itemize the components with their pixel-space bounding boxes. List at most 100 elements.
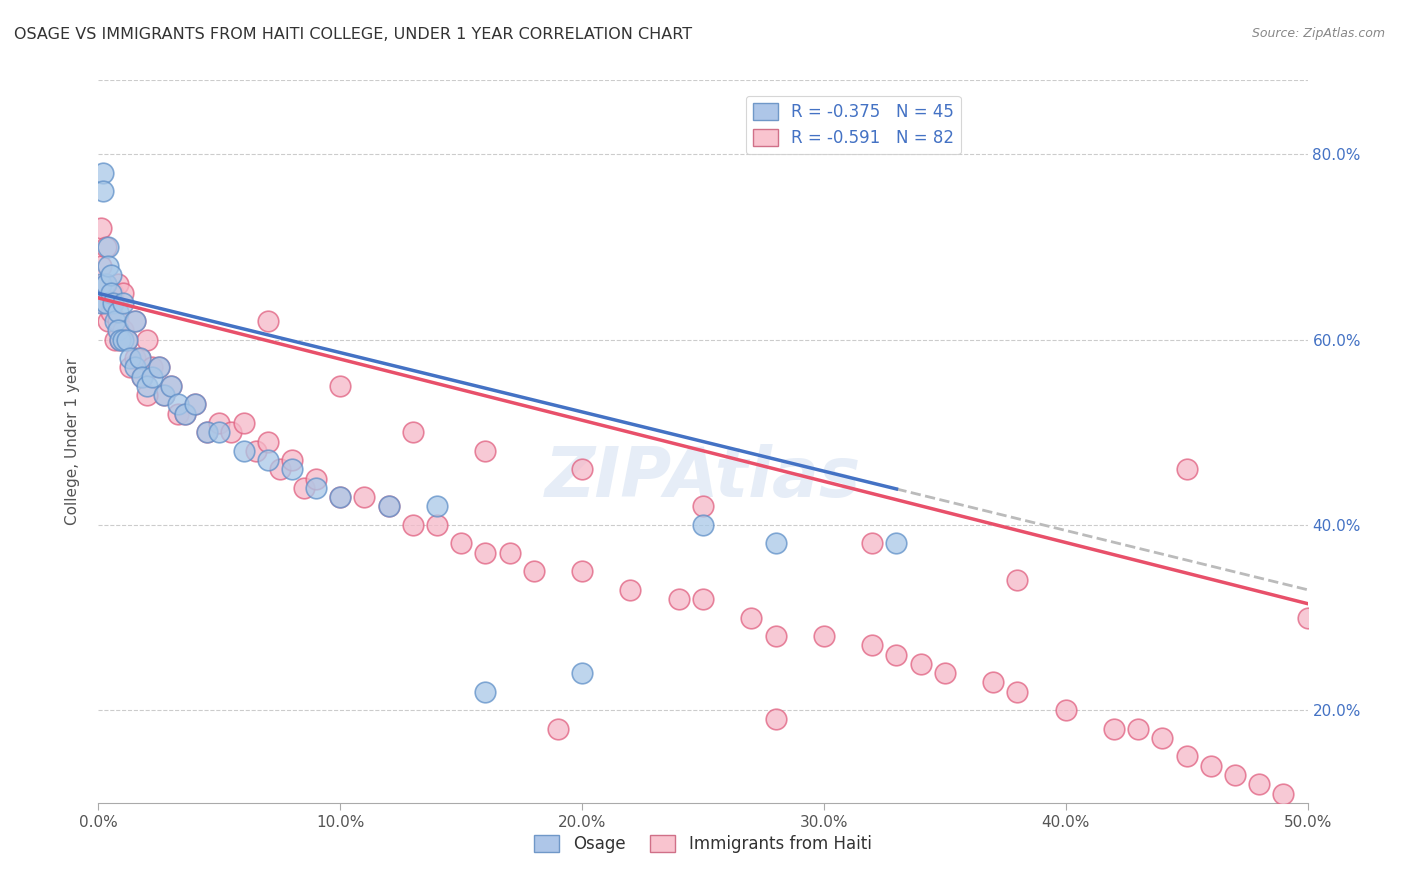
- Point: [1152, 731, 1174, 745]
- Point: [107, 314, 129, 328]
- Point: [619, 582, 641, 597]
- Point: [111, 295, 134, 310]
- Point: [160, 379, 183, 393]
- Point: [426, 500, 449, 514]
- Point: [668, 592, 690, 607]
- Point: [100, 268, 122, 282]
- Point: [174, 407, 197, 421]
- Point: [886, 648, 908, 662]
- Point: [117, 333, 139, 347]
- Point: [100, 305, 122, 319]
- Point: [232, 416, 254, 430]
- Point: [765, 713, 787, 727]
- Point: [256, 434, 278, 449]
- Point: [402, 425, 425, 440]
- Point: [124, 314, 146, 328]
- Point: [128, 351, 150, 366]
- Point: [111, 333, 134, 347]
- Point: [94, 240, 117, 254]
- Point: [135, 333, 157, 347]
- Point: [1128, 722, 1150, 736]
- Point: [860, 638, 883, 652]
- Point: [108, 333, 131, 347]
- Point: [107, 277, 129, 291]
- Point: [692, 517, 714, 532]
- Point: [523, 564, 546, 578]
- Point: [377, 500, 399, 514]
- Point: [152, 388, 174, 402]
- Point: [474, 684, 496, 698]
- Point: [571, 666, 593, 681]
- Point: [353, 490, 375, 504]
- Point: [90, 259, 112, 273]
- Point: [91, 166, 114, 180]
- Point: [108, 333, 131, 347]
- Point: [329, 490, 352, 504]
- Point: [377, 500, 399, 514]
- Point: [765, 536, 787, 550]
- Point: [1007, 684, 1029, 698]
- Point: [1272, 787, 1295, 801]
- Point: [152, 388, 174, 402]
- Point: [195, 425, 218, 440]
- Point: [167, 407, 190, 421]
- Point: [111, 323, 134, 337]
- Point: [232, 443, 254, 458]
- Point: [281, 462, 304, 476]
- Point: [101, 295, 124, 310]
- Point: [160, 379, 183, 393]
- Point: [94, 295, 117, 310]
- Point: [100, 286, 122, 301]
- Point: [97, 314, 120, 328]
- Point: [184, 397, 207, 411]
- Point: [135, 379, 157, 393]
- Point: [221, 425, 243, 440]
- Point: [256, 314, 278, 328]
- Point: [269, 462, 291, 476]
- Point: [765, 629, 787, 643]
- Point: [141, 360, 163, 375]
- Point: [167, 397, 190, 411]
- Point: [305, 472, 328, 486]
- Point: [1296, 610, 1319, 624]
- Point: [195, 425, 218, 440]
- Point: [148, 360, 170, 375]
- Point: [1223, 768, 1246, 782]
- Point: [740, 610, 762, 624]
- Point: [118, 360, 141, 375]
- Point: [450, 536, 472, 550]
- Point: [692, 592, 714, 607]
- Point: [1102, 722, 1125, 736]
- Point: [111, 286, 134, 301]
- Point: [97, 259, 120, 273]
- Point: [94, 277, 117, 291]
- Point: [305, 481, 328, 495]
- Point: [426, 517, 449, 532]
- Point: [329, 379, 352, 393]
- Point: [692, 500, 714, 514]
- Point: [1175, 749, 1198, 764]
- Text: OSAGE VS IMMIGRANTS FROM HAITI COLLEGE, UNDER 1 YEAR CORRELATION CHART: OSAGE VS IMMIGRANTS FROM HAITI COLLEGE, …: [14, 27, 692, 42]
- Y-axis label: College, Under 1 year: College, Under 1 year: [65, 358, 80, 525]
- Point: [104, 314, 127, 328]
- Point: [886, 536, 908, 550]
- Point: [860, 536, 883, 550]
- Point: [498, 546, 520, 560]
- Point: [94, 277, 117, 291]
- Point: [117, 333, 139, 347]
- Point: [131, 369, 153, 384]
- Point: [1175, 462, 1198, 476]
- Point: [90, 295, 112, 310]
- Legend: Osage, Immigrants from Haiti: Osage, Immigrants from Haiti: [527, 828, 879, 860]
- Point: [245, 443, 267, 458]
- Point: [1199, 758, 1222, 772]
- Point: [124, 314, 146, 328]
- Point: [97, 240, 120, 254]
- Point: [184, 397, 207, 411]
- Point: [1054, 703, 1077, 717]
- Point: [91, 185, 114, 199]
- Point: [474, 546, 496, 560]
- Point: [813, 629, 835, 643]
- Point: [128, 351, 150, 366]
- Text: Source: ZipAtlas.com: Source: ZipAtlas.com: [1251, 27, 1385, 40]
